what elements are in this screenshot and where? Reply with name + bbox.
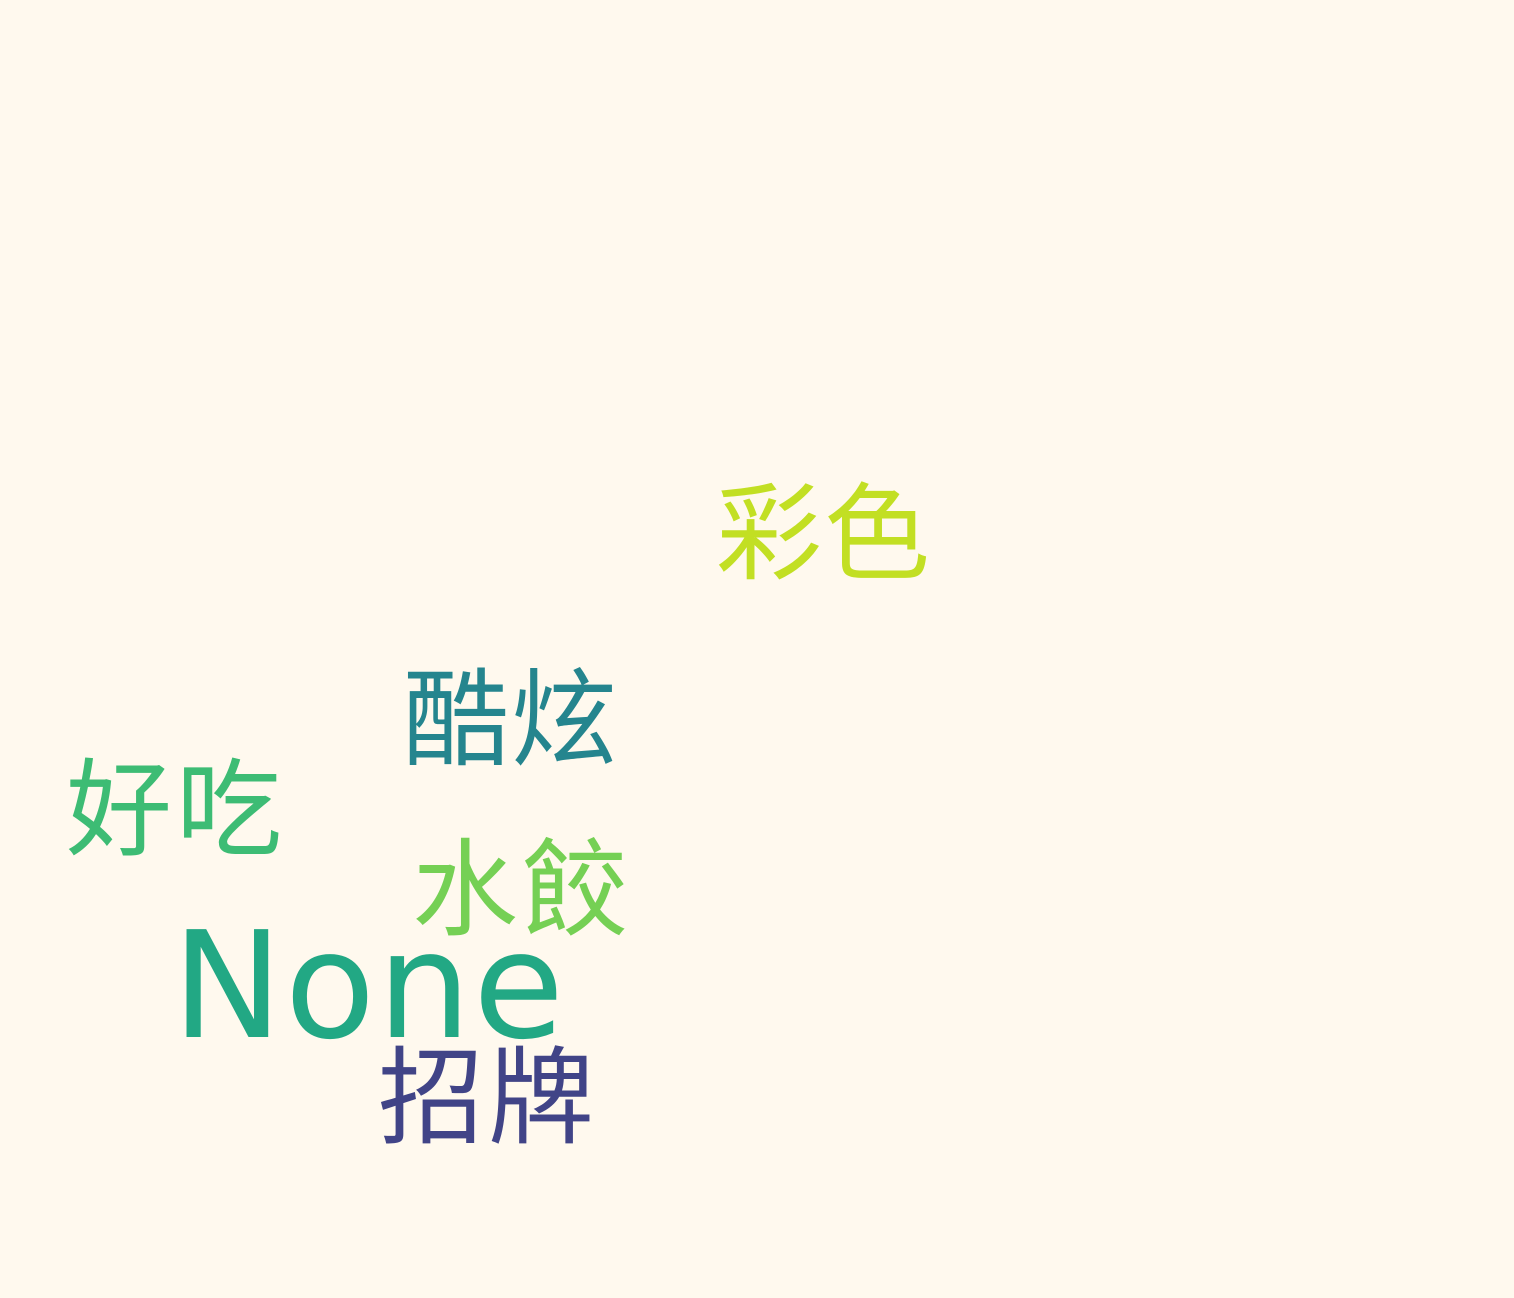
word-caise: 彩色: [716, 473, 932, 596]
word-kuxuan: 酷炫: [403, 659, 619, 782]
word-shuijiao: 水餃: [412, 829, 632, 952]
word-none: None: [172, 900, 567, 1072]
word-zhaopai: 招牌: [378, 1037, 598, 1160]
word-haochi: 好吃: [66, 749, 286, 872]
